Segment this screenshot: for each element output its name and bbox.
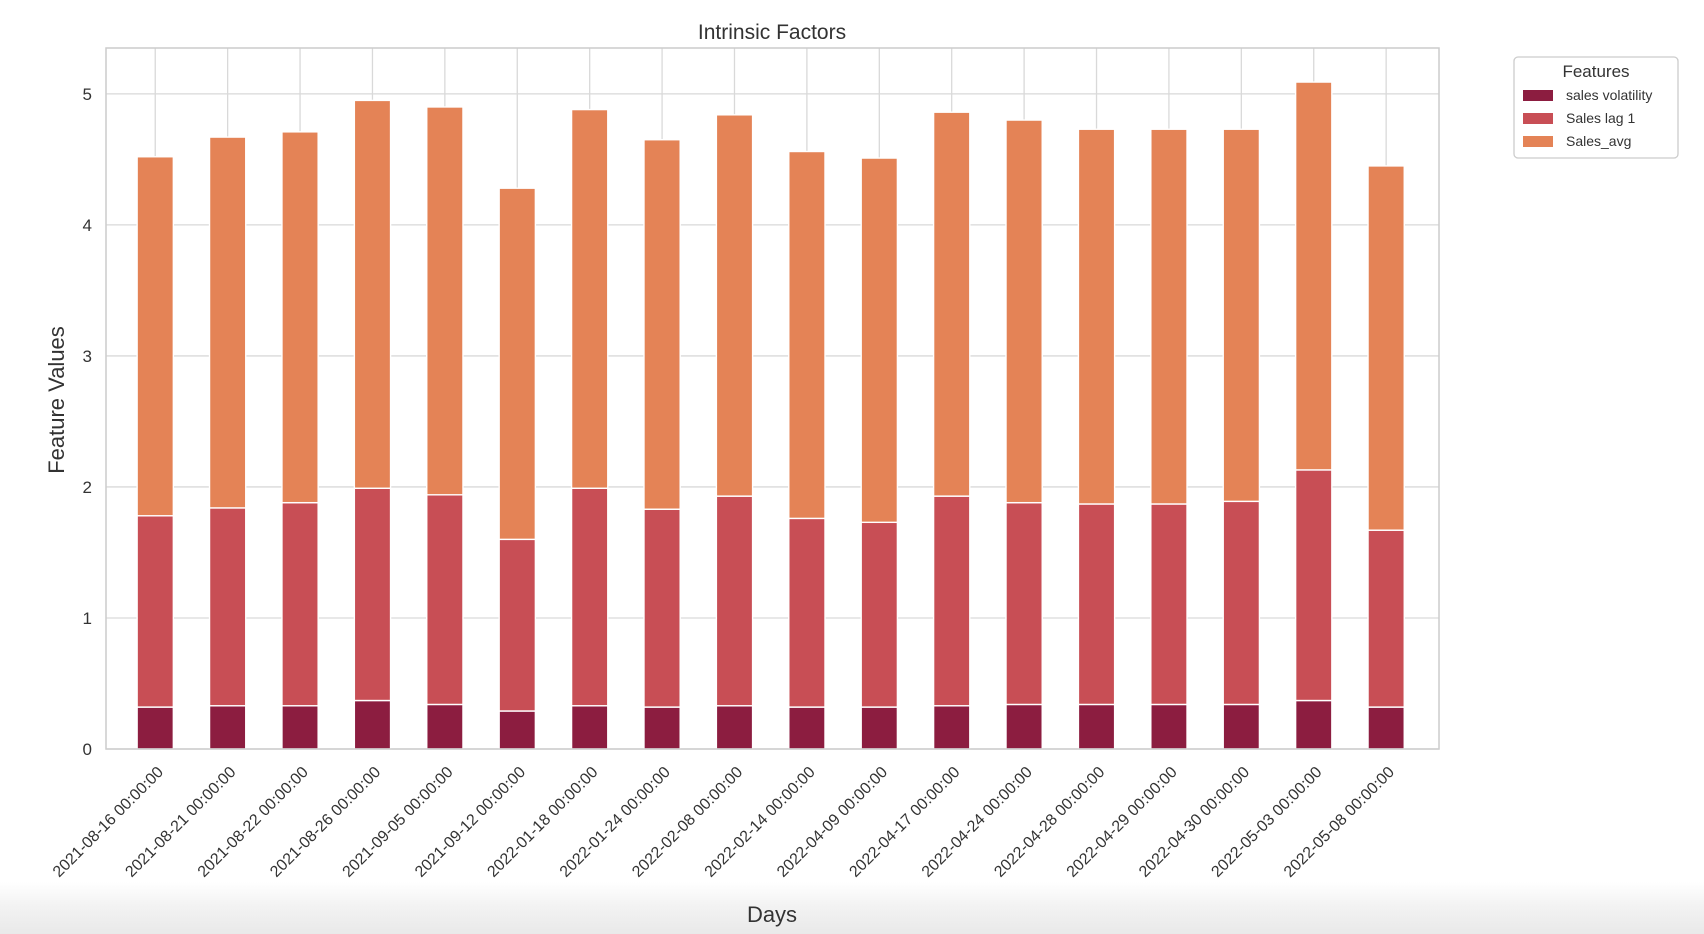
bar-segment bbox=[136, 515, 175, 708]
chart-title: Intrinsic Factors bbox=[698, 21, 846, 44]
legend-swatch bbox=[1523, 113, 1553, 124]
bar-segment bbox=[570, 108, 609, 489]
bar-segment bbox=[570, 487, 609, 707]
bar-segment bbox=[1005, 119, 1043, 504]
legend-swatch bbox=[1523, 136, 1553, 147]
bar-segment bbox=[1150, 503, 1188, 706]
bar-segment bbox=[208, 507, 247, 707]
legend-title: Features bbox=[1562, 62, 1629, 81]
bar-segment bbox=[1222, 128, 1261, 503]
bars bbox=[136, 81, 1405, 750]
bar-segment bbox=[208, 705, 247, 750]
bar-segment bbox=[426, 703, 464, 750]
y-tick-label: 1 bbox=[83, 609, 92, 628]
bar-segment bbox=[1222, 703, 1261, 750]
bar-segment bbox=[860, 706, 899, 750]
y-tick-label: 5 bbox=[83, 85, 92, 104]
bar-segment bbox=[281, 501, 319, 707]
bar-segment bbox=[353, 99, 392, 489]
legend-swatch bbox=[1523, 90, 1553, 101]
bar-segment bbox=[1367, 706, 1405, 750]
bar-segment bbox=[136, 706, 175, 750]
bar-segment bbox=[1077, 503, 1116, 706]
bar-segment bbox=[788, 517, 826, 708]
legend: Features sales volatility Sales lag 1 Sales… bbox=[1513, 56, 1679, 159]
x-axis-label: Days bbox=[747, 902, 797, 927]
bar-segment bbox=[353, 487, 392, 702]
y-tick-label: 3 bbox=[83, 347, 92, 366]
bar-segment bbox=[498, 710, 537, 750]
bar-segment bbox=[788, 150, 826, 520]
bar-segment bbox=[715, 495, 754, 707]
legend-entry-label: sales volatility bbox=[1566, 87, 1652, 103]
bar-segment bbox=[208, 136, 247, 509]
bar-segment bbox=[1077, 703, 1116, 750]
bar-segment bbox=[860, 521, 899, 708]
bar-segment bbox=[1077, 128, 1116, 505]
y-axis-label: Feature Values bbox=[44, 326, 69, 474]
bar-segment bbox=[1294, 469, 1333, 702]
legend-entry-label: Sales lag 1 bbox=[1566, 110, 1635, 126]
bar-segment bbox=[1294, 81, 1333, 471]
bar-segment bbox=[1294, 699, 1333, 750]
bar-segment bbox=[643, 508, 681, 708]
y-tick-label: 2 bbox=[83, 478, 92, 497]
bar-segment bbox=[643, 139, 681, 510]
y-tick-label: 4 bbox=[83, 216, 92, 235]
bar-segment bbox=[932, 495, 971, 707]
bar-segment bbox=[353, 699, 392, 750]
bar-segment bbox=[1367, 529, 1405, 708]
bar-segment bbox=[281, 131, 319, 504]
bar-segment bbox=[715, 114, 754, 497]
y-tick-label: 0 bbox=[83, 740, 92, 759]
bar-segment bbox=[788, 706, 826, 750]
bar-segment bbox=[643, 706, 681, 750]
bar-segment bbox=[1222, 500, 1261, 706]
bar-segment bbox=[426, 494, 464, 706]
bar-segment bbox=[1005, 501, 1043, 706]
bar-segment bbox=[570, 705, 609, 750]
bar-segment bbox=[498, 187, 537, 541]
bar-segment bbox=[860, 157, 899, 524]
bar-segment bbox=[715, 705, 754, 750]
bar-segment bbox=[426, 106, 464, 496]
plot-frame bbox=[105, 47, 1440, 750]
bar-segment bbox=[1005, 703, 1043, 750]
bar-segment bbox=[1150, 703, 1188, 750]
bar-segment bbox=[932, 705, 971, 750]
bar-segment bbox=[281, 705, 319, 750]
bar-segment bbox=[1150, 128, 1188, 505]
bar-segment bbox=[932, 111, 971, 497]
legend-box bbox=[1513, 56, 1679, 159]
bar-segment bbox=[136, 156, 175, 517]
bar-segment bbox=[1367, 165, 1405, 531]
bar-segment bbox=[498, 538, 537, 712]
legend-entry-label: Sales_avg bbox=[1566, 133, 1631, 149]
